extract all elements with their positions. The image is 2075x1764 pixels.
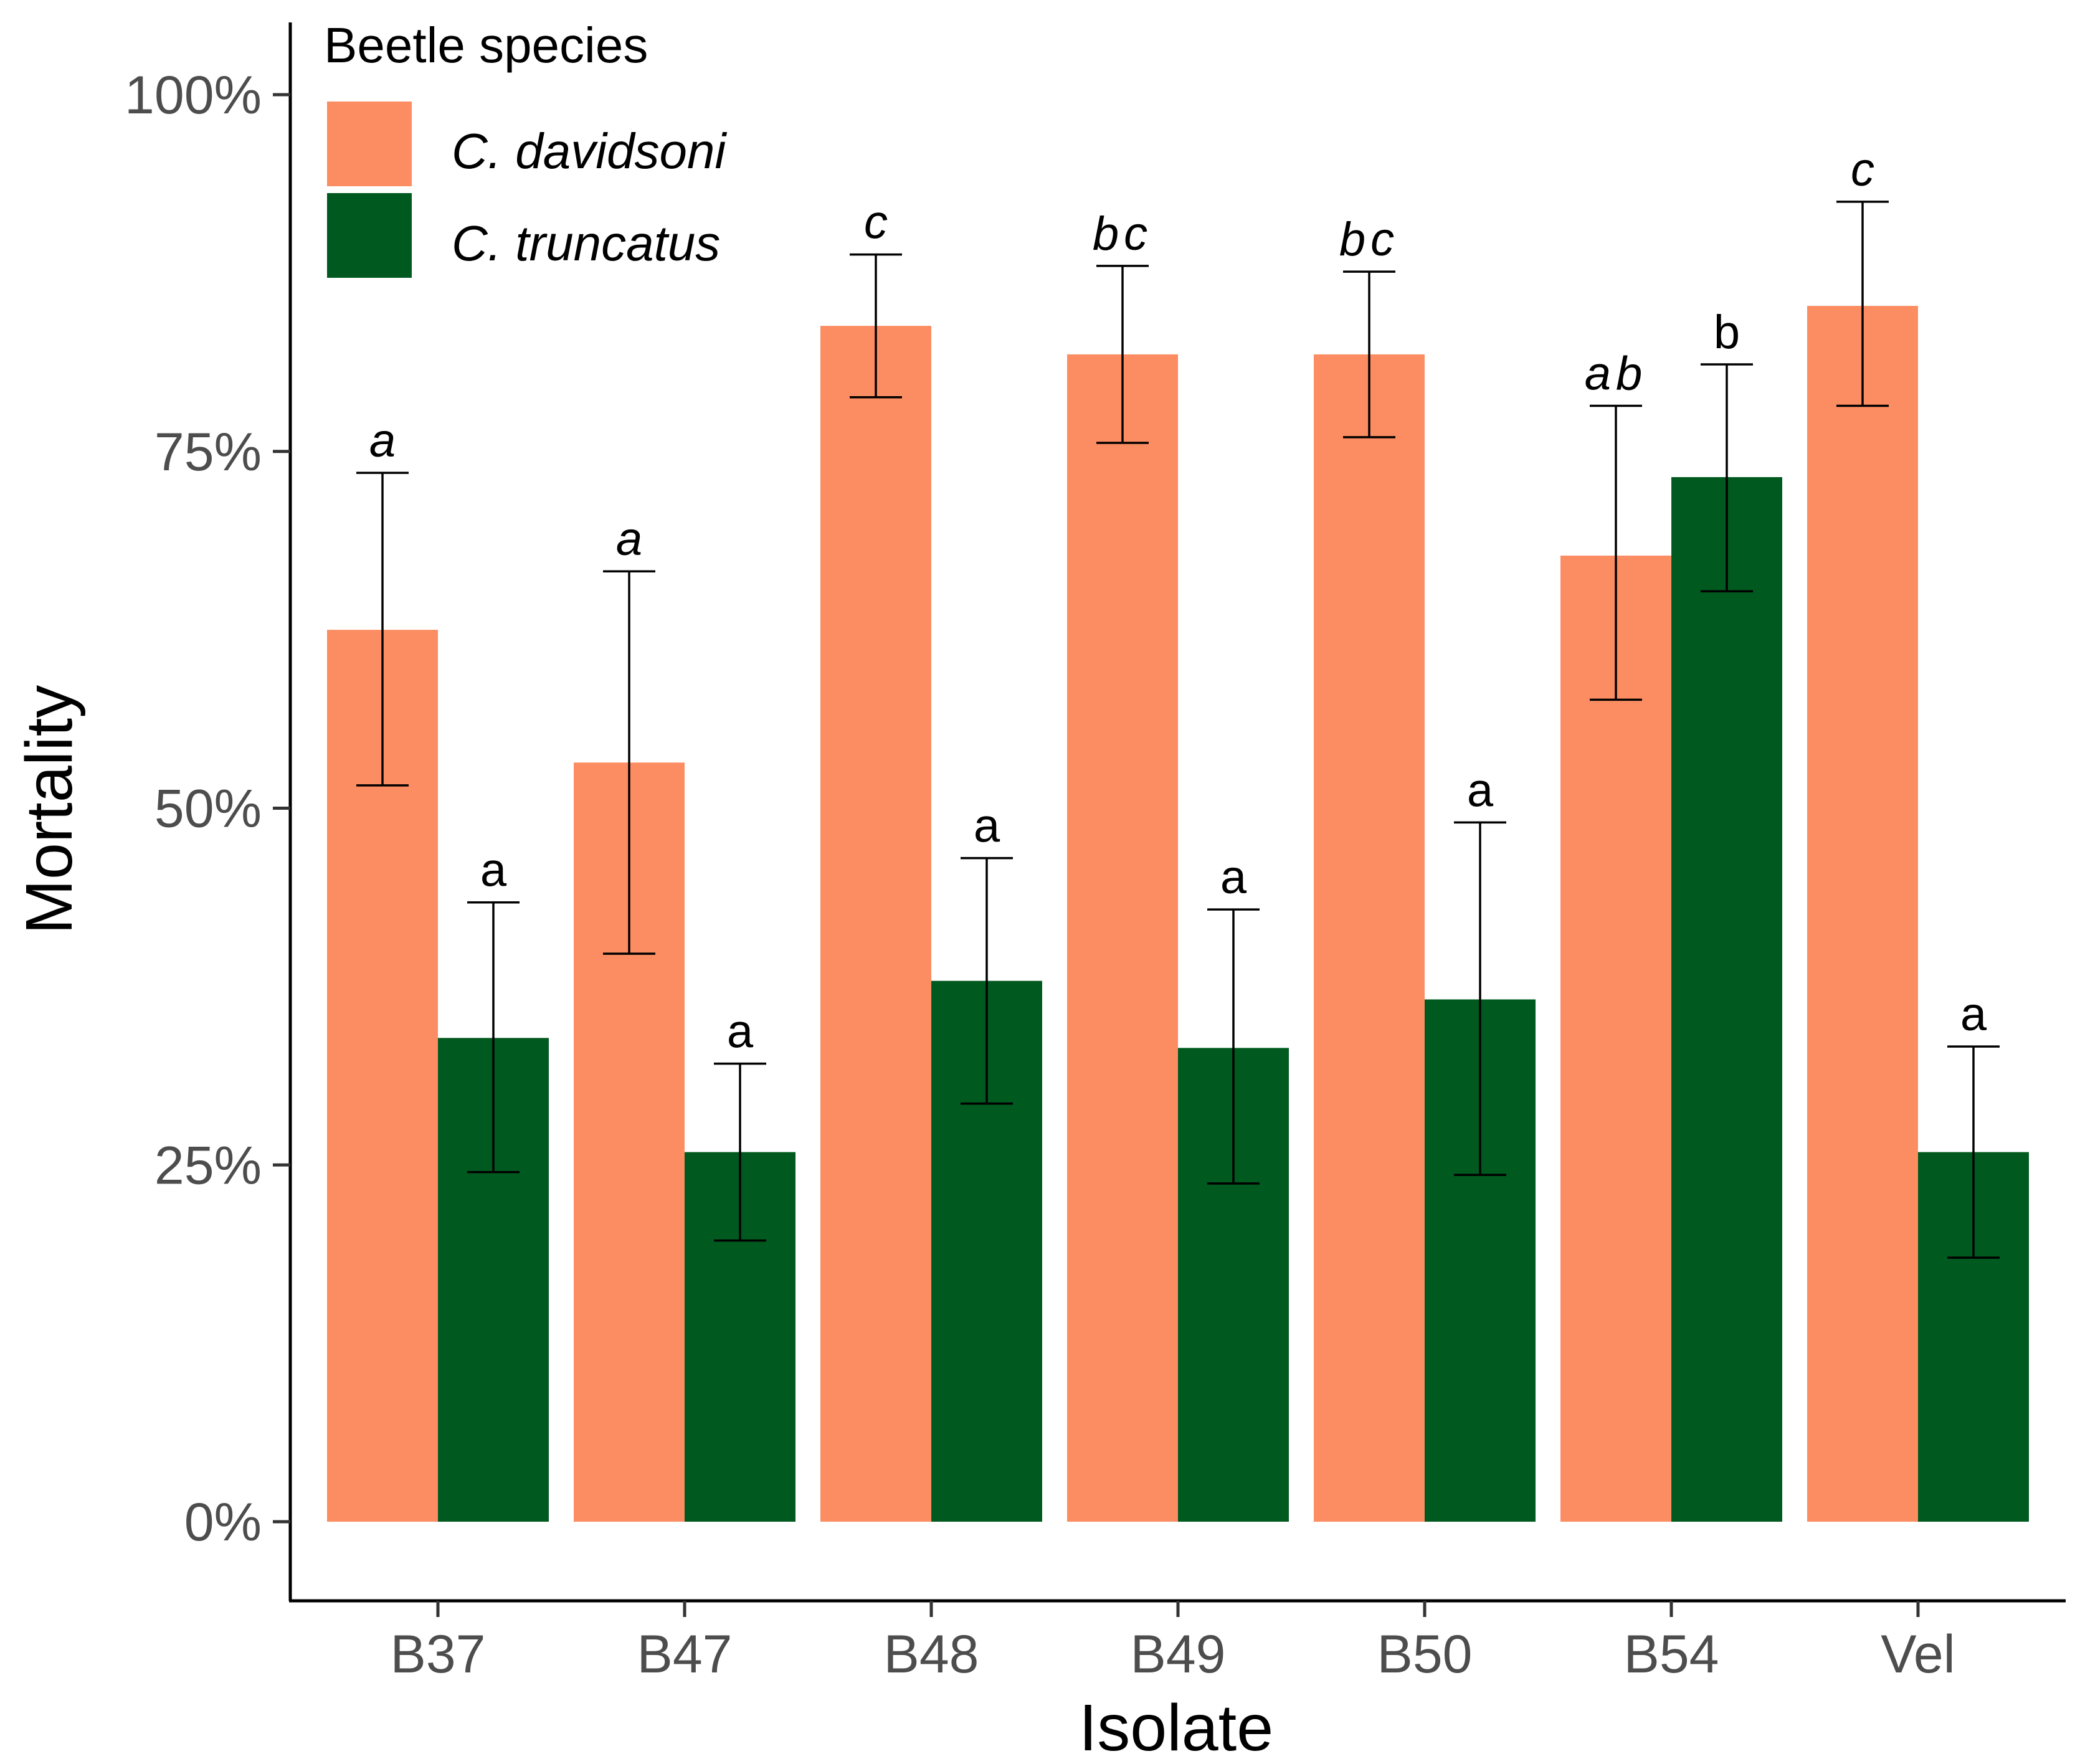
error-bar-b49-c-truncatus — [1207, 908, 1260, 1185]
error-bar-b54-c-davidsoni — [1590, 404, 1642, 701]
x-tick-label-b49: B49 — [1130, 1624, 1225, 1684]
x-tick-label-vel: Vel — [1881, 1624, 1955, 1684]
error-bar-b54-c-truncatus — [1701, 363, 1753, 593]
significance-letter-b37-c-truncatus: a — [480, 844, 507, 897]
bars-layer — [327, 306, 2029, 1522]
error-bar-vel-c-truncatus — [1947, 1045, 2000, 1259]
bar-b54-c-davidsoni — [1560, 555, 1671, 1522]
x-tick-label-b47: B47 — [637, 1624, 732, 1684]
x-axis-title: Isolate — [1079, 1691, 1273, 1764]
error-bar-vel-c-davidsoni — [1836, 201, 1889, 407]
error-bar-b47-c-truncatus — [714, 1062, 766, 1242]
significance-letter-b48-c-truncatus: a — [974, 800, 1000, 853]
significance-letter-b49-c-truncatus: a — [1220, 851, 1247, 904]
error-bar-b48-c-truncatus — [961, 856, 1013, 1105]
y-tick-label: 50% — [154, 779, 262, 839]
significance-letter-b50-c-davidsoni: bc — [1339, 213, 1399, 266]
bar-b49-c-davidsoni — [1067, 354, 1178, 1522]
legend-swatch-c-truncatus — [327, 193, 412, 278]
bar-b48-c-davidsoni — [820, 326, 931, 1522]
legend-label-c-davidsoni: C. davidsoni — [452, 123, 727, 179]
x-tick-label-b50: B50 — [1377, 1624, 1472, 1684]
x-tick-label-b37: B37 — [390, 1624, 485, 1684]
bar-b54-c-truncatus — [1671, 477, 1782, 1522]
error-bar-b50-c-davidsoni — [1343, 270, 1395, 439]
x-tick-label-b54: B54 — [1623, 1624, 1719, 1684]
error-bar-b50-c-truncatus — [1454, 821, 1506, 1177]
significance-letter-b54-c-truncatus: b — [1714, 306, 1740, 359]
significance-letter-vel-c-davidsoni: c — [1851, 143, 1874, 196]
error-bar-b48-c-davidsoni — [850, 253, 902, 399]
significance-letter-vel-c-truncatus: a — [1960, 988, 1987, 1041]
y-ticks-layer: 0% 25% 50% 75% 100% — [125, 65, 290, 1552]
significance-letter-b49-c-davidsoni: bc — [1093, 207, 1152, 260]
x-tick-label-b48: B48 — [883, 1624, 979, 1684]
error-bar-b49-c-davidsoni — [1096, 265, 1149, 444]
error-bar-b37-c-davidsoni — [356, 472, 409, 787]
legend-title: Beetle species — [324, 17, 648, 73]
error-bar-b37-c-truncatus — [467, 901, 520, 1174]
legend: Beetle species C. davidsoni C. truncatus — [324, 17, 727, 278]
y-tick-label: 0% — [184, 1492, 262, 1552]
y-axis-title: Mortality — [12, 685, 86, 935]
x-ticks-layer: B37 B47 B48 B49 B50 B54 Vel — [390, 1601, 1955, 1684]
legend-swatch-c-davidsoni — [327, 102, 412, 186]
significance-letter-b50-c-truncatus: a — [1467, 764, 1494, 817]
bar-vel-c-davidsoni — [1807, 306, 1918, 1522]
legend-label-c-truncatus: C. truncatus — [452, 216, 720, 271]
y-tick-label: 75% — [154, 422, 262, 482]
bar-b50-c-davidsoni — [1314, 354, 1425, 1522]
significance-letter-b48-c-davidsoni: c — [864, 196, 888, 249]
significance-letter-b37-c-davidsoni: a — [369, 414, 396, 467]
error-bar-b47-c-davidsoni — [603, 570, 655, 955]
error-bars-layer — [356, 201, 2000, 1259]
significance-letter-b47-c-truncatus: a — [727, 1005, 754, 1058]
y-tick-label: 25% — [154, 1136, 262, 1195]
significance-letter-b47-c-davidsoni: a — [616, 513, 642, 566]
significance-letter-b54-c-davidsoni: ab — [1585, 347, 1648, 400]
y-tick-label: 100% — [125, 65, 262, 125]
